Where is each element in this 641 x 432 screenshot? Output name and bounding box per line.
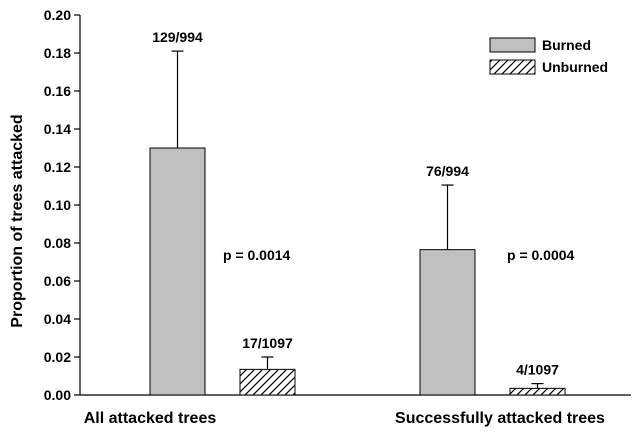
category-label: Successfully attacked trees [395,410,605,427]
data-label: 17/1097 [242,335,293,351]
y-tick-label: 0.10 [44,197,71,213]
legend-label-burned: Burned [542,37,591,53]
p-value-annotation: p = 0.0014 [223,247,291,263]
data-label: 76/994 [426,163,469,179]
legend-swatch-unburned [490,60,535,74]
y-tick-label: 0.18 [44,45,71,61]
y-tick-label: 0.14 [44,121,71,137]
plot-area: 0.00 0.02 0.04 0.06 0.08 0.10 0.12 0.14 0.16 0.18… [44,7,631,427]
y-tick-label: 0.06 [44,273,71,289]
y-tick-label: 0.02 [44,349,71,365]
legend-label-unburned: Unburned [542,59,608,75]
y-tick-label: 0.08 [44,235,71,251]
data-label: 129/994 [152,29,203,45]
y-tick-label: 0.20 [44,7,71,23]
data-label: 4/1097 [516,362,559,378]
y-tick-label: 0.04 [44,311,71,327]
category-label: All attacked trees [84,410,217,427]
y-axis-label: Proportion of trees attacked [9,114,26,327]
y-tick-label: 0.00 [44,387,71,403]
p-value-annotation: p = 0.0004 [507,247,575,263]
bar-burned-2 [420,250,475,395]
bar-burned-1 [150,148,205,395]
y-tick-label: 0.12 [44,159,71,175]
y-tick-label: 0.16 [44,83,71,99]
bar-unburned-1 [240,369,295,395]
legend-swatch-burned [490,38,535,52]
bar-unburned-2 [510,388,565,395]
